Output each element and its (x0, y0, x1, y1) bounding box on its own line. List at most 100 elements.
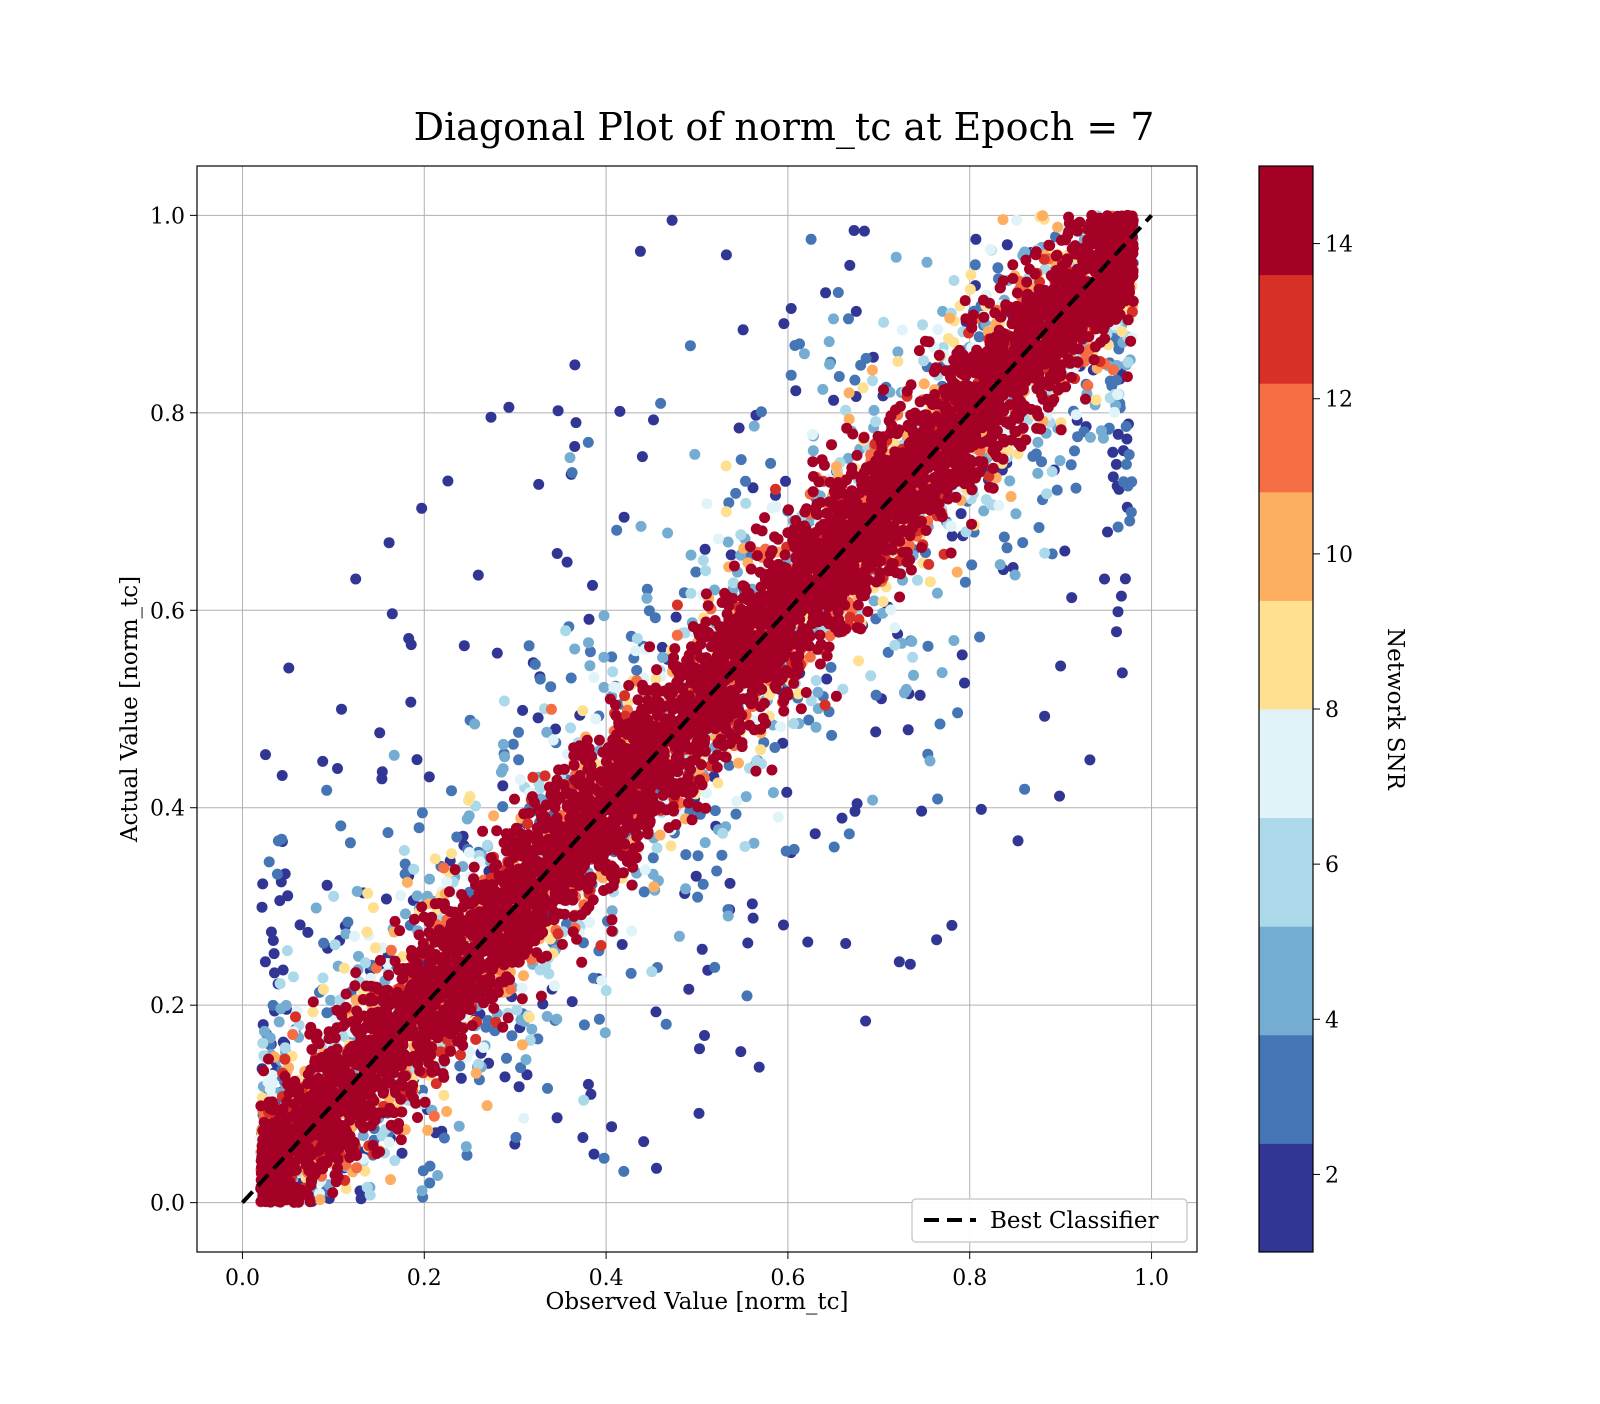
scatter-point (383, 827, 394, 838)
scatter-point (759, 512, 770, 523)
scatter-point (1126, 476, 1137, 487)
scatter-point (906, 636, 917, 647)
scatter-point (362, 927, 373, 938)
scatter-point (424, 874, 435, 885)
scatter-point (1096, 425, 1107, 436)
scatter-point (721, 460, 732, 471)
scatter-point (849, 375, 860, 386)
scatter-point (870, 416, 881, 427)
scatter-point (852, 798, 863, 809)
scatter-point (412, 754, 423, 765)
scatter-point (345, 837, 356, 848)
scatter-point (418, 1165, 429, 1176)
scatter-point (588, 672, 599, 683)
scatter-point (318, 984, 329, 995)
scatter-point (648, 852, 659, 863)
scatter-point (456, 1073, 467, 1084)
scatter-point (824, 359, 835, 370)
scatter-point (916, 806, 927, 817)
scatter-point (740, 498, 751, 509)
scatter-point (946, 920, 957, 931)
scatter-point (1066, 592, 1077, 603)
scatter-point (766, 502, 777, 513)
scatter-point (700, 544, 711, 555)
scatter-point (500, 1071, 511, 1082)
scatter-point (454, 1061, 465, 1072)
scatter-point (420, 1097, 431, 1108)
scatter-point (412, 890, 423, 901)
scatter-point (826, 439, 837, 450)
scatter-point (1121, 459, 1132, 470)
scatter-point (386, 945, 397, 956)
scatter-point (891, 252, 902, 263)
scatter-point (754, 1062, 765, 1073)
scatter-point (277, 770, 288, 781)
scatter-point (721, 249, 732, 260)
scatter-point (336, 704, 347, 715)
scatter-point (995, 559, 1006, 570)
scatter-point (589, 1149, 600, 1160)
scatter-point (1116, 326, 1127, 337)
scatter-point (781, 787, 792, 798)
scatter-point (970, 234, 981, 245)
scatter-point (399, 845, 410, 856)
scatter-point (368, 902, 379, 913)
scatter-point (685, 340, 696, 351)
scatter-point (1113, 606, 1124, 617)
scatter-point (1012, 288, 1023, 299)
scatter-point (824, 336, 835, 347)
scatter-point (932, 324, 943, 335)
scatter-point (317, 756, 328, 767)
scatter-point (470, 1034, 481, 1045)
scatter-point (655, 830, 666, 841)
scatter-point (587, 580, 598, 591)
scatter-point (1054, 791, 1065, 802)
scatter-point (518, 970, 529, 981)
scatter-point (826, 662, 837, 673)
scatter-point (636, 521, 647, 532)
scatter-point (1126, 507, 1137, 518)
scatter-point (957, 649, 968, 660)
scatter-point (683, 984, 694, 995)
scatter-point (698, 879, 709, 890)
scatter-point (596, 975, 607, 986)
scatter-point (923, 641, 934, 652)
scatter-point (517, 983, 528, 994)
scatter-point (811, 675, 822, 686)
scatter-point (750, 766, 761, 777)
scatter-point (281, 1000, 292, 1011)
scatter-point (349, 931, 360, 942)
scatter-point (829, 842, 840, 853)
scatter-point (632, 633, 643, 644)
scatter-point (430, 853, 441, 864)
scatter-point (802, 937, 813, 948)
scatter-point (385, 1174, 396, 1185)
scatter-point (843, 313, 854, 324)
scatter-point (685, 588, 696, 599)
scatter-point (384, 1137, 395, 1148)
chart-title: Diagonal Plot of norm_tc at Epoch = 7 (414, 105, 1155, 150)
scatter-point (1112, 389, 1123, 400)
scatter-point (735, 529, 746, 540)
scatter-point (524, 1012, 535, 1023)
scatter-point (496, 767, 507, 778)
scatter-point (542, 1083, 553, 1094)
scatter-point (567, 996, 578, 1007)
scatter-point (350, 967, 361, 978)
scatter-point (600, 1027, 611, 1038)
scatter-point (328, 891, 339, 902)
scatter-point (405, 697, 416, 708)
scatter-point (740, 476, 751, 487)
scatter-point (769, 742, 780, 753)
scatter-point (725, 878, 736, 889)
scatter-point (1006, 491, 1017, 502)
scatter-point (993, 500, 1004, 511)
scatter-point (545, 681, 556, 692)
scatter-point (648, 414, 659, 425)
scatter-point (374, 727, 385, 738)
scatter-point (745, 541, 756, 552)
scatter-point (903, 724, 914, 735)
scatter-point (992, 262, 1003, 273)
scatter-point (734, 423, 745, 434)
scatter-point (1117, 667, 1128, 678)
